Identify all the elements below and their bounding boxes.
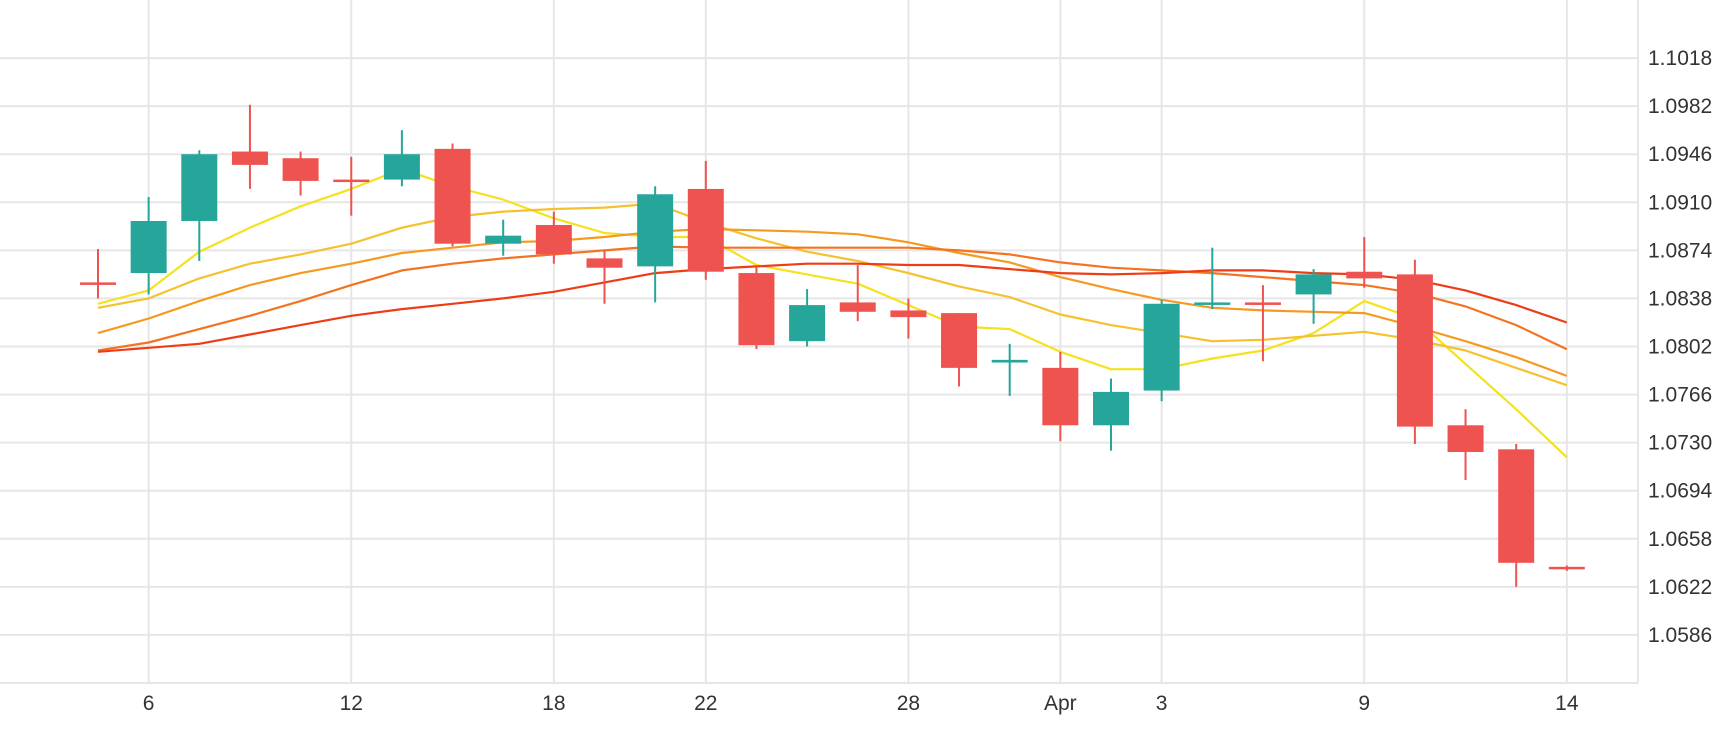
candle-body: [1396, 274, 1433, 427]
y-tick-label: 1.0658: [1648, 528, 1712, 551]
candle: [130, 196, 167, 295]
y-tick-label: 1.0838: [1648, 287, 1712, 310]
candle: [535, 211, 572, 264]
candle-body: [181, 154, 218, 221]
candle: [1093, 378, 1129, 451]
candle: [738, 266, 775, 350]
moving-average-lines: [97, 167, 1568, 459]
candle-body: [789, 305, 826, 342]
candle-body: [1093, 391, 1129, 426]
candle: [1447, 409, 1484, 481]
candle: [1498, 443, 1535, 587]
ma-line-5: [97, 262, 1568, 353]
candle: [1244, 285, 1281, 362]
y-tick-label: 1.0694: [1648, 480, 1713, 503]
candle-body: [1447, 425, 1484, 452]
y-tick-label: 1.0910: [1648, 191, 1712, 214]
candles: [80, 104, 1585, 587]
x-tick-label: Apr: [1044, 692, 1077, 715]
candle-body: [1295, 274, 1332, 295]
candle: [80, 249, 116, 299]
candle-body: [687, 188, 724, 272]
y-tick-label: 1.0802: [1648, 336, 1712, 359]
candle: [1396, 259, 1433, 444]
y-tick-label: 1.0874: [1648, 239, 1713, 262]
candle: [687, 160, 724, 280]
candle: [586, 250, 623, 304]
candle: [789, 289, 826, 347]
candle: [333, 156, 370, 216]
ma-line-1: [97, 167, 1568, 459]
candle: [181, 150, 218, 262]
candle: [231, 104, 268, 189]
ma-line-3: [97, 227, 1568, 377]
candle: [941, 313, 978, 387]
candle-body: [130, 220, 167, 274]
grid: [0, 0, 1639, 684]
candle-body: [637, 194, 674, 267]
candle-body: [991, 359, 1028, 363]
candle-body: [535, 224, 572, 255]
candle: [485, 219, 522, 256]
y-tick-label: 1.1018: [1648, 47, 1712, 70]
candle-body: [1548, 566, 1585, 570]
candle: [1548, 565, 1585, 571]
candle-body: [1244, 302, 1281, 305]
candle-body: [738, 273, 775, 346]
candle-body: [80, 282, 116, 285]
y-tick-label: 1.0586: [1648, 624, 1712, 647]
candle-body: [434, 148, 471, 244]
candle: [991, 343, 1028, 396]
y-tick-label: 1.0730: [1648, 432, 1712, 455]
candle-body: [485, 235, 522, 244]
candle: [1042, 351, 1079, 442]
y-axis: 1.1018 1.0982 1.0946 1.0910 1.0874 1.0838 1.08…: [1648, 47, 1713, 647]
x-tick-label: 22: [694, 692, 717, 715]
ma-line-2: [97, 202, 1568, 387]
candle: [839, 265, 876, 322]
x-tick-label: 14: [1555, 692, 1579, 715]
candle-body: [941, 313, 978, 368]
candle-body: [890, 310, 927, 318]
candle: [434, 143, 471, 247]
candle-body: [333, 179, 370, 183]
candle-body: [1042, 367, 1079, 426]
candle: [282, 151, 319, 196]
y-tick-label: 1.0766: [1648, 384, 1712, 407]
candle-body: [1346, 271, 1383, 279]
candle: [383, 130, 420, 187]
candle-body: [383, 154, 420, 180]
candle-body: [1194, 302, 1231, 305]
candle-body: [839, 302, 876, 312]
candle-body: [1143, 303, 1180, 391]
candle: [890, 298, 927, 339]
x-axis: 6 12 18 22 28 Apr 3 9 14: [143, 692, 1579, 715]
candle-body: [231, 151, 268, 165]
x-tick-label: 28: [897, 692, 920, 715]
y-tick-label: 1.0982: [1648, 95, 1712, 118]
x-tick-label: 3: [1156, 692, 1168, 715]
candle: [1346, 237, 1383, 288]
candle: [1194, 247, 1231, 310]
candle-body: [586, 258, 623, 268]
x-tick-label: 18: [542, 692, 565, 715]
y-tick-label: 1.0946: [1648, 143, 1712, 166]
candle-body: [1498, 449, 1535, 563]
candle: [637, 186, 674, 303]
candle: [1295, 269, 1332, 324]
x-tick-label: 12: [340, 692, 363, 715]
x-tick-label: 6: [143, 692, 155, 715]
x-tick-label: 9: [1358, 692, 1370, 715]
candle: [1143, 299, 1180, 402]
candle-body: [282, 158, 319, 181]
y-tick-label: 1.0622: [1648, 576, 1712, 599]
